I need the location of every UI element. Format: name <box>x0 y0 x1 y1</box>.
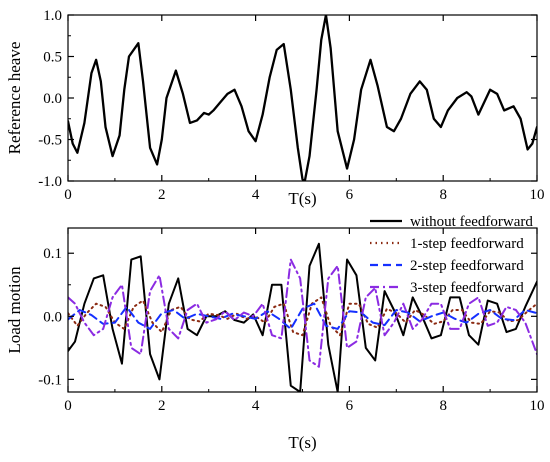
legend-label: 1-step feedforward <box>410 236 524 252</box>
series-line-2-step-feedforward <box>68 302 537 330</box>
x-tick-label: 0 <box>64 398 72 414</box>
y-axis-title: Reference heave <box>5 42 24 155</box>
series-group <box>68 242 537 392</box>
series-line-1-step-feedforward <box>68 296 537 337</box>
legend-label: without feedforward <box>410 214 533 230</box>
x-tick-label: 10 <box>530 398 545 414</box>
y-tick-label: -1.0 <box>38 174 62 190</box>
series-group <box>68 15 537 181</box>
series-line-3-step-feedforward <box>68 258 537 368</box>
x-axis-title: T(s) <box>288 189 316 208</box>
x-tick-label: 0 <box>64 187 72 203</box>
x-tick-label: 8 <box>439 398 447 414</box>
x-tick-label: 4 <box>252 398 260 414</box>
x-tick-label: 6 <box>346 187 354 203</box>
legend-label: 3-step feedforward <box>410 280 524 296</box>
y-tick-label: 0.0 <box>43 91 62 107</box>
y-tick-label: 0.1 <box>43 246 62 262</box>
x-axis-title: T(s) <box>288 433 316 452</box>
legend: without feedforward 1-step feedforward 2-s… <box>370 214 533 296</box>
x-tick-label: 4 <box>252 187 260 203</box>
series-line-without-feedforward <box>68 242 537 392</box>
y-tick-label: -0.1 <box>38 372 62 388</box>
x-tick-label: 2 <box>158 398 166 414</box>
reference-heave-panel: 0 2 4 6 8 10 -1.0 -0.5 0.0 0.5 1.0 T(s) Reference he… <box>5 8 545 208</box>
y-tick-label: 1.0 <box>43 8 62 24</box>
load-motion-panel: 0 2 4 6 8 10 -0.1 0.0 0.1 T(s) Load motion without … <box>5 214 545 452</box>
legend-label: 2-step feedforward <box>410 258 524 274</box>
series-line-0 <box>68 15 537 181</box>
y-tick-label: 0.5 <box>43 50 62 66</box>
x-tick-label: 2 <box>158 187 166 203</box>
x-tick-label: 8 <box>439 187 447 203</box>
plot-frame <box>67 14 538 182</box>
y-tick-label: -0.5 <box>38 133 62 149</box>
x-tick-label: 6 <box>346 398 354 414</box>
x-tick-label: 10 <box>530 187 545 203</box>
y-axis-title: Load motion <box>5 266 24 354</box>
y-tick-label: 0.0 <box>43 309 62 325</box>
